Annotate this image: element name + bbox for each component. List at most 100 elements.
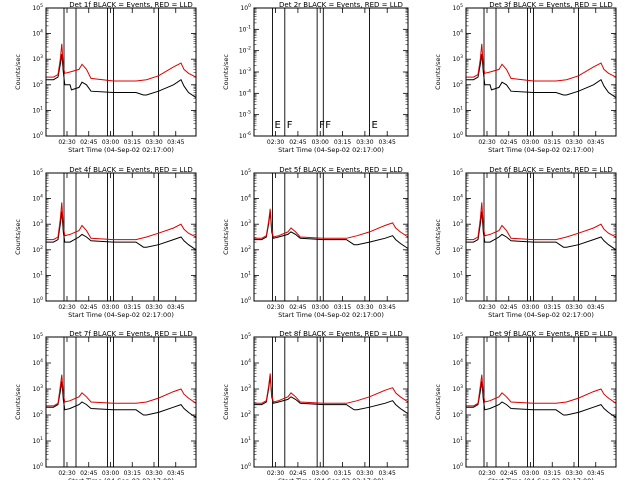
x-tick-label: 02:30 <box>267 139 284 146</box>
x-tick-label: 03:15 <box>334 304 351 311</box>
x-tick-label: 03:15 <box>124 304 141 311</box>
x-tick-label: 03:00 <box>102 470 119 477</box>
x-tick-label: 03:45 <box>587 304 604 311</box>
x-tick-label: 03:30 <box>565 470 582 477</box>
series-lld-line <box>466 202 617 241</box>
x-tick-label: 03:30 <box>565 304 582 311</box>
y-tick-label: 10-4 <box>239 88 251 97</box>
x-tick-label: 02:45 <box>80 139 97 146</box>
y-tick-label: 104 <box>452 194 463 203</box>
x-tick-label: 03:45 <box>167 304 184 311</box>
x-tick-label: 03:30 <box>356 470 373 477</box>
marker-flag: F <box>319 120 325 131</box>
series-events-line <box>46 54 197 99</box>
x-tick-label: 03:45 <box>587 139 604 146</box>
panel-det-4: Det 4f BLACK = Events, RED = LLD 100 101 10… <box>14 166 197 319</box>
y-tick-label: 104 <box>452 358 463 367</box>
y-tick-label: 101 <box>452 105 463 114</box>
series-lld-line <box>254 208 409 239</box>
x-tick-label: 03:00 <box>102 304 119 311</box>
panel-title: Det 9f BLACK = Events, RED = LLD <box>489 330 612 338</box>
plot-frame <box>253 172 409 302</box>
y-tick-label: 101 <box>32 270 43 279</box>
y-tick-label: 100 <box>452 131 463 140</box>
x-tick-label: 02:45 <box>80 470 97 477</box>
plot-frame <box>465 7 617 137</box>
x-tick-label: 03:15 <box>124 139 141 146</box>
x-tick-label: 03:30 <box>145 304 162 311</box>
y-tick-label: 100 <box>452 296 463 305</box>
plot-frame <box>253 7 409 137</box>
y-tick-label: 105 <box>240 332 251 341</box>
y-tick-label: 105 <box>452 332 463 341</box>
x-tick-label: 02:45 <box>500 139 517 146</box>
panel-title: Det 6f BLACK = Events, RED = LLD <box>489 166 612 174</box>
x-tick-label: 03:45 <box>379 304 396 311</box>
y-axis-label: Counts/sec <box>222 384 230 420</box>
y-tick-label: 102 <box>32 80 43 89</box>
y-tick-label: 102 <box>452 245 463 254</box>
y-axis-label: Counts/sec <box>14 54 22 90</box>
y-axis-label: Counts/sec <box>434 219 442 255</box>
x-tick-label: 03:45 <box>587 470 604 477</box>
x-tick-label: 03:30 <box>145 139 162 146</box>
panel-det-7: Det 7f BLACK = Events, RED = LLD 100 101 10… <box>14 330 197 480</box>
plot-frame <box>465 336 617 468</box>
series-events-line <box>46 381 197 419</box>
x-tick-label: 03:00 <box>312 470 329 477</box>
x-tick-label: 03:00 <box>312 139 329 146</box>
panel-det-3: Det 3f BLACK = Events, RED = LLD 100 101 10… <box>434 1 617 154</box>
series-lld-line <box>46 374 197 407</box>
panel-det-2: Det 2r BLACK = Events, RED = LLD 10-6 10-5… <box>222 1 409 154</box>
series-lld-line <box>46 202 197 241</box>
series-events-line <box>466 54 617 99</box>
marker-flag: E <box>372 120 378 131</box>
x-axis-label: Start Time (04-Sep-02 02:17:00) <box>488 146 594 154</box>
x-tick-label: 03:15 <box>124 470 141 477</box>
x-tick-label: 03:30 <box>565 139 582 146</box>
y-tick-label: 104 <box>32 358 43 367</box>
x-tick-label: 03:15 <box>544 304 561 311</box>
y-tick-label: 100 <box>32 462 43 471</box>
x-tick-label: 02:30 <box>58 470 75 477</box>
y-tick-label: 102 <box>452 80 463 89</box>
y-axis-label: Counts/sec <box>434 54 442 90</box>
x-axis-label: Start Time (04-Sep-02 02:17:00) <box>68 146 174 154</box>
panel-det-1: Det 1f BLACK = Events, RED = LLD 100 101 10… <box>14 1 197 154</box>
y-tick-label: 101 <box>32 436 43 445</box>
y-tick-label: 10-1 <box>239 24 251 33</box>
panel-det-6: Det 6f BLACK = Events, RED = LLD 100 101 10… <box>434 166 617 319</box>
y-tick-label: 105 <box>240 168 251 177</box>
y-tick-label: 10-6 <box>239 131 251 140</box>
panel-det-5: Det 5f BLACK = Events, RED = LLD 100 101 10… <box>222 166 409 319</box>
x-axis-label: Start Time (04-Sep-02 02:17:00) <box>488 311 594 319</box>
series-events-line <box>466 381 617 419</box>
y-tick-label: 102 <box>452 410 463 419</box>
x-tick-label: 03:00 <box>522 304 539 311</box>
plot-frame <box>45 336 197 468</box>
y-tick-label: 102 <box>32 245 43 254</box>
y-tick-label: 104 <box>240 194 251 203</box>
y-tick-label: 105 <box>452 3 463 12</box>
series-lld-line <box>466 374 617 407</box>
y-tick-label: 100 <box>240 3 251 12</box>
x-tick-label: 02:45 <box>500 304 517 311</box>
panel-title: Det 7f BLACK = Events, RED = LLD <box>69 330 192 338</box>
x-tick-label: 03:15 <box>544 470 561 477</box>
x-tick-label: 02:45 <box>289 304 306 311</box>
x-tick-label: 02:30 <box>478 304 495 311</box>
x-tick-label: 03:15 <box>334 139 351 146</box>
y-tick-label: 100 <box>240 462 251 471</box>
plot-frame <box>45 7 197 137</box>
marker-flag: F <box>325 120 331 131</box>
panel-title: Det 5f BLACK = Events, RED = LLD <box>279 166 402 174</box>
panel-title: Det 8f BLACK = Events, RED = LLD <box>279 330 402 338</box>
x-tick-label: 02:30 <box>267 304 284 311</box>
y-axis-label: Counts/sec <box>434 384 442 420</box>
series-events-line <box>46 211 197 251</box>
plot-frame <box>465 172 617 302</box>
y-axis-label: Counts/sec <box>14 384 22 420</box>
y-tick-label: 104 <box>32 194 43 203</box>
panel-title: Det 2r BLACK = Events, RED = LLD <box>279 1 403 9</box>
